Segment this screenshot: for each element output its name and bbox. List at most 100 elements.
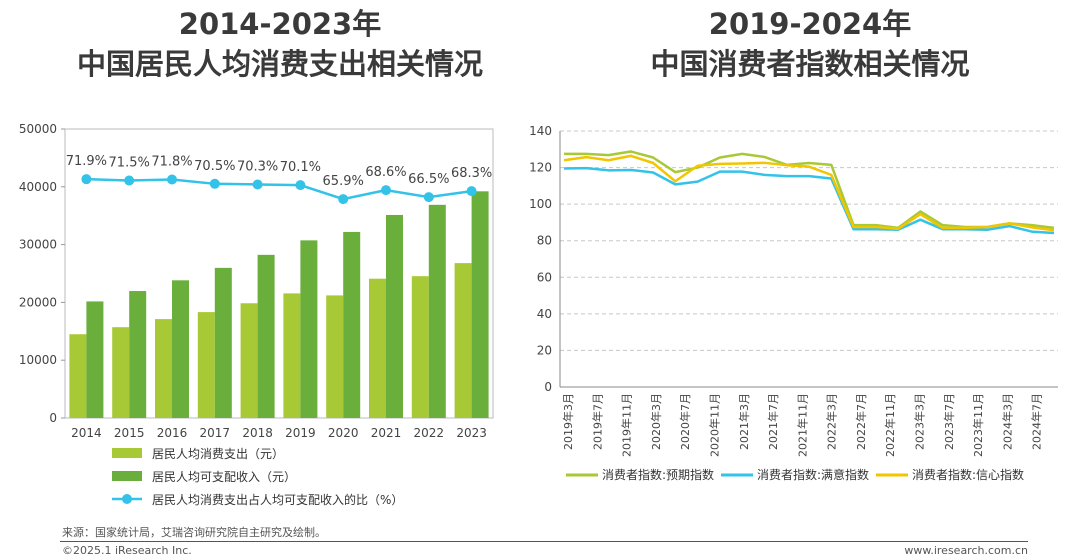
ratio-point-2017	[209, 178, 220, 189]
bar-income-2018	[257, 254, 275, 418]
bar-spending-2018	[240, 303, 258, 418]
left-x-tick-label: 2014	[71, 426, 102, 440]
ratio-data-label: 70.1%	[280, 160, 321, 175]
right-y-tick-label: 40	[537, 307, 552, 321]
right-x-tick-label: 2020年7月	[678, 393, 692, 450]
right-x-tick-label: 2022年11月	[883, 393, 897, 457]
ratio-point-2022	[423, 192, 434, 203]
right-chart-title-line1: 2019-2024年	[708, 7, 912, 41]
ratio-point-2016	[167, 174, 177, 185]
bar-spending-2016	[155, 319, 172, 418]
right-x-tick-label: 2021年3月	[737, 393, 751, 450]
bar-spending-2019	[283, 293, 301, 418]
legend-label-index-2: 消费者指数:信心指数	[912, 467, 1024, 482]
right-y-tick-label: 0	[544, 380, 552, 394]
left-y-tick-label: 0	[49, 411, 57, 425]
left-x-tick-label: 2019	[285, 426, 316, 440]
right-x-tick-label: 2021年11月	[795, 393, 809, 457]
left-y-tick-label: 20000	[19, 295, 57, 309]
bar-spending-2022	[411, 276, 429, 418]
source-note: 来源：国家统计局，艾瑞咨询研究院自主研究及绘制。	[62, 526, 326, 539]
index-line-expectation	[564, 150, 1055, 230]
left-x-tick-label: 2015	[114, 426, 145, 440]
ratio-line	[86, 177, 472, 201]
right-x-tick-label: 2019年3月	[561, 393, 575, 450]
right-x-tick-label: 2023年7月	[942, 393, 956, 450]
legend-label-index-1: 消费者指数:满意指数	[757, 467, 869, 482]
bar-income-2017	[214, 267, 232, 418]
right-x-tick-label: 2024年3月	[1000, 393, 1014, 450]
left-x-tick-label: 2016	[157, 426, 188, 440]
index-line-confidence	[563, 154, 1055, 232]
bar-spending-2020	[326, 295, 344, 418]
bar-income-2016	[172, 280, 189, 418]
bar-income-2015	[129, 291, 147, 418]
legend-swatch-income	[112, 471, 142, 481]
left-y-tick-label: 30000	[19, 238, 57, 252]
left-x-tick-label: 2018	[242, 426, 273, 440]
legend-label-spending: 居民人均消费支出（元）	[152, 447, 284, 461]
ratio-point-2019	[295, 180, 306, 191]
ratio-data-label: 68.6%	[365, 165, 406, 180]
left-y-tick-label: 40000	[19, 180, 57, 194]
bar-spending-2017	[197, 312, 215, 418]
ratio-data-label: 68.3%	[451, 166, 492, 181]
ratio-data-label: 65.9%	[323, 174, 364, 189]
right-y-tick-label: 120	[529, 161, 552, 175]
left-y-tick-label: 10000	[19, 353, 57, 367]
ratio-point-2023	[466, 186, 477, 197]
bar-income-2014	[86, 301, 104, 418]
legend-label-index-0: 消费者指数:预期指数	[602, 467, 714, 482]
bar-income-2020	[343, 231, 361, 418]
ratio-point-2015	[124, 175, 135, 186]
bar-spending-2015	[112, 327, 130, 418]
right-x-tick-label: 2020年11月	[707, 393, 721, 457]
bar-spending-2021	[369, 278, 386, 418]
bar-income-2022	[428, 204, 446, 418]
legend-swatch-spending	[112, 448, 142, 458]
left-x-tick-label: 2020	[328, 426, 359, 440]
website-link[interactable]: www.iresearch.com.cn	[904, 544, 1028, 557]
ratio-point-2021	[381, 185, 391, 196]
left-plot-frame	[64, 128, 494, 419]
bar-spending-2023	[454, 263, 472, 418]
right-chart-title-line2: 中国消费者指数相关情况	[650, 47, 970, 81]
bar-income-2023	[471, 191, 489, 418]
left-chart-title: 2014-2023年 中国居民人均消费支出相关情况	[20, 4, 540, 84]
left-x-tick-label: 2021	[371, 426, 402, 440]
ratio-data-label: 70.5%	[194, 159, 235, 174]
right-y-tick-label: 60	[537, 270, 552, 284]
ratio-data-label: 71.8%	[151, 154, 192, 169]
ratio-point-2020	[338, 194, 349, 205]
legend-label-ratio: 居民人均消费支出占人均可支配收入的比（%）	[152, 492, 403, 507]
right-chart-title: 2019-2024年 中国消费者指数相关情况	[560, 4, 1060, 84]
right-x-tick-label: 2022年3月	[825, 393, 839, 450]
left-y-tick-label: 50000	[19, 122, 57, 136]
bar-income-2019	[300, 240, 318, 418]
ratio-data-label: 71.9%	[66, 154, 107, 169]
right-x-tick-label: 2022年7月	[854, 393, 868, 450]
footer-divider	[60, 541, 1028, 542]
legend-swatch-ratio-marker	[122, 494, 132, 504]
index-line-satisfaction	[563, 166, 1055, 235]
right-y-tick-label: 100	[529, 197, 552, 211]
ratio-point-2014	[81, 174, 92, 185]
right-y-tick-label: 20	[537, 343, 552, 357]
ratio-data-label: 66.5%	[408, 172, 449, 187]
right-y-tick-label: 80	[537, 234, 552, 248]
right-x-tick-label: 2023年3月	[913, 393, 927, 450]
right-x-tick-label: 2024年7月	[1030, 393, 1044, 450]
left-chart-title-line1: 2014-2023年	[178, 7, 382, 41]
right-x-tick-label: 2020年3月	[649, 393, 663, 450]
ratio-data-label: 70.3%	[237, 159, 278, 174]
left-x-tick-label: 2017	[200, 426, 231, 440]
right-y-tick-label: 140	[529, 124, 552, 138]
legend-label-income: 居民人均可支配收入（元）	[152, 470, 296, 484]
left-x-tick-label: 2023	[456, 426, 487, 440]
bar-spending-2014	[69, 334, 87, 418]
ratio-point-2018	[252, 179, 263, 190]
right-x-tick-label: 2019年7月	[590, 393, 604, 450]
right-x-tick-label: 2019年11月	[620, 393, 634, 457]
bar-income-2021	[386, 214, 403, 418]
